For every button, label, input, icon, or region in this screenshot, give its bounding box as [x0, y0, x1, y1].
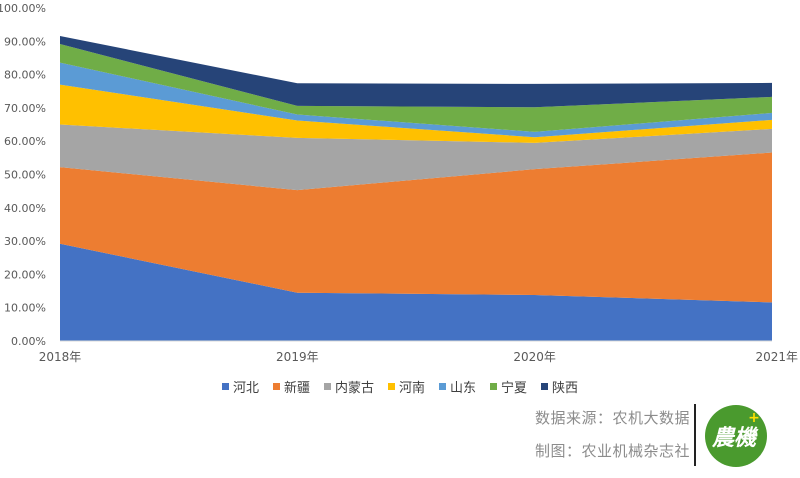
area-series-1 — [60, 152, 772, 303]
x-tick-label: 2019年 — [276, 350, 319, 364]
area-series-4 — [60, 62, 772, 138]
y-tick-label: 20.00% — [4, 268, 46, 281]
area-series-3 — [60, 84, 772, 143]
legend-label: 陕西 — [552, 381, 579, 396]
legend-item-6: 陕西 — [541, 377, 578, 396]
y-tick-label: 30.00% — [4, 235, 46, 248]
legend-swatch — [387, 383, 395, 390]
legend-swatch — [541, 383, 549, 390]
legend-label: 山东 — [450, 381, 477, 396]
y-tick-label: 60.00% — [4, 135, 46, 148]
stacked-area-chart: 0.00% 10.00% 20.00% 30.00% 40.00% 50.00% 60.00… — [0, 2, 798, 364]
area-series-5 — [60, 43, 772, 132]
legend-item-2: 内蒙古 — [323, 377, 374, 396]
y-tick-label: 70.00% — [4, 102, 46, 115]
legend-swatch — [439, 383, 446, 390]
area-series-2 — [60, 124, 772, 191]
x-axis-ticks: 2018年 2019年 2020年 2021年 — [39, 350, 798, 364]
x-tick-label: 2021年 — [755, 350, 798, 364]
y-tick-label: 0.00% — [11, 335, 46, 348]
area-series-group — [60, 35, 772, 341]
y-tick-label: 80.00% — [4, 69, 46, 82]
legend-item-4: 山东 — [439, 377, 476, 396]
legend-swatch — [323, 383, 331, 390]
legend-label: 宁夏 — [501, 381, 528, 396]
legend-swatch — [221, 383, 229, 390]
x-tick-label: 2020年 — [513, 350, 556, 364]
legend-label: 新疆 — [283, 381, 310, 396]
y-axis-ticks: 0.00% 10.00% 20.00% 30.00% 40.00% 50.00% 60.00… — [0, 2, 46, 348]
legend-item-1: 新疆 — [272, 377, 310, 396]
publisher-logo: 農機 + — [705, 405, 767, 467]
divider-line — [694, 404, 696, 466]
legend-item-0: 河北 — [221, 377, 259, 396]
data-source-text: 数据来源：农机大数据 — [534, 409, 690, 427]
legend-label: 内蒙古 — [334, 381, 374, 396]
chart-credit-text: 制图：农业机械杂志社 — [534, 442, 690, 460]
legend-item-3: 河南 — [387, 377, 425, 396]
legend-label: 河北 — [232, 381, 259, 396]
y-tick-label: 40.00% — [4, 202, 46, 215]
legend-swatch — [272, 383, 280, 390]
legend-swatch — [490, 383, 498, 390]
y-tick-label: 50.00% — [4, 169, 46, 182]
legend-item-5: 宁夏 — [490, 377, 527, 396]
y-tick-label: 90.00% — [4, 35, 46, 48]
area-series-0 — [60, 243, 772, 341]
y-tick-label: 100.00% — [0, 2, 46, 15]
logo-text: 農機 — [711, 426, 759, 451]
logo-plus: + — [748, 410, 760, 426]
x-tick-label: 2018年 — [39, 350, 82, 364]
area-series-6 — [60, 35, 772, 108]
legend-label: 河南 — [398, 381, 425, 396]
y-tick-label: 10.00% — [4, 302, 46, 315]
chart-legend: 河北 新疆 内蒙古 河南 山东 宁夏 陕西 — [0, 377, 800, 396]
